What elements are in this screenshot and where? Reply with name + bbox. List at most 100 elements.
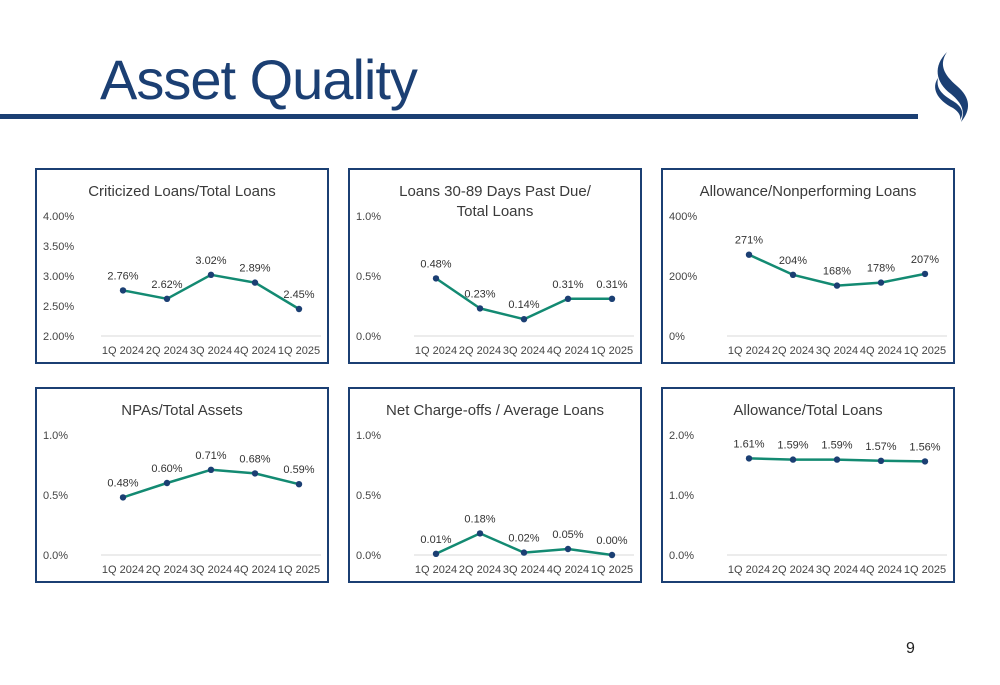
data-point	[295, 305, 303, 313]
chart-title-line: Total Loans	[457, 203, 534, 220]
data-point	[789, 271, 797, 278]
data-label: 2.76%	[107, 270, 138, 282]
data-point	[432, 275, 440, 282]
x-tick-label: 1Q 2025	[278, 345, 320, 357]
data-label: 178%	[867, 263, 895, 275]
data-label: 3.02%	[195, 255, 226, 267]
data-label: 207%	[911, 254, 939, 266]
line-chart: Allowance/Total Loans 0.0% 1.0% 2.0% 1Q 2024…	[669, 402, 947, 576]
y-tick-label: 0.5%	[356, 490, 381, 502]
line-chart: Criticized Loans/Total Loans 2.00% 2.50% 3.…	[43, 183, 321, 357]
chart-panel: Allowance/Nonperforming Loans 0% 200% 400% 1…	[661, 168, 955, 364]
y-tick-label: 400%	[669, 211, 697, 223]
y-tick-label: 2.0%	[669, 430, 694, 442]
data-point	[608, 551, 616, 559]
data-point	[833, 282, 841, 289]
data-point	[295, 481, 303, 488]
y-tick-label: 0.0%	[669, 550, 694, 562]
data-point	[163, 479, 171, 487]
chart-title: Criticized Loans/Total Loans	[88, 183, 276, 200]
data-point	[789, 456, 797, 463]
x-tick-label: 1Q 2025	[278, 564, 320, 576]
data-label: 168%	[823, 266, 851, 278]
y-tick-label: 2.50%	[43, 301, 74, 313]
data-label: 271%	[735, 235, 763, 247]
y-tick-label: 1.0%	[43, 430, 68, 442]
x-tick-label: 1Q 2025	[591, 345, 633, 357]
data-label: 204%	[779, 255, 807, 267]
chart-title: Allowance/Nonperforming Loans	[700, 183, 917, 200]
y-tick-label: 0.5%	[356, 271, 381, 283]
line-chart: NPAs/Total Assets 0.0% 0.5% 1.0% 1Q 2024 2Q 2…	[43, 402, 321, 576]
chart-panel: Criticized Loans/Total Loans 2.00% 2.50% 3.…	[35, 168, 329, 364]
data-label: 0.31%	[552, 279, 583, 291]
y-tick-label: 4.00%	[43, 211, 74, 223]
x-tick-label: 1Q 2024	[415, 564, 457, 576]
x-tick-label: 2Q 2024	[772, 564, 814, 576]
data-label: 0.71%	[195, 450, 226, 462]
y-tick-label: 1.0%	[669, 490, 694, 502]
data-point	[745, 455, 753, 462]
x-tick-label: 2Q 2024	[146, 564, 188, 576]
x-tick-label: 2Q 2024	[146, 345, 188, 357]
data-label: 0.14%	[508, 299, 539, 311]
y-tick-label: 0.0%	[43, 550, 68, 562]
x-tick-label: 3Q 2024	[503, 564, 545, 576]
data-label: 0.31%	[596, 279, 627, 291]
data-point	[520, 316, 528, 323]
page-title: Asset Quality	[100, 48, 418, 111]
data-point	[163, 295, 171, 302]
data-label: 1.56%	[909, 441, 940, 453]
x-tick-label: 1Q 2024	[728, 564, 770, 576]
chart-panel: Loans 30-89 Days Past Due/Total Loans 0.0…	[348, 168, 642, 364]
data-label: 0.68%	[239, 453, 270, 465]
data-label: 0.48%	[420, 258, 451, 270]
line-chart: Loans 30-89 Days Past Due/Total Loans 0.0…	[356, 183, 634, 357]
x-tick-label: 4Q 2024	[234, 345, 276, 357]
data-label: 0.01%	[420, 534, 451, 546]
x-tick-label: 3Q 2024	[816, 564, 858, 576]
x-tick-label: 4Q 2024	[234, 564, 276, 576]
y-tick-label: 3.00%	[43, 271, 74, 283]
x-tick-label: 1Q 2024	[102, 345, 144, 357]
y-tick-label: 0.0%	[356, 331, 381, 343]
chart-panel: Allowance/Total Loans 0.0% 1.0% 2.0% 1Q 2024…	[661, 387, 955, 583]
data-label: 0.60%	[151, 463, 182, 475]
line-chart: Allowance/Nonperforming Loans 0% 200% 400% 1…	[669, 183, 947, 357]
x-tick-label: 1Q 2025	[904, 564, 946, 576]
x-tick-label: 1Q 2024	[102, 564, 144, 576]
data-point	[921, 458, 929, 465]
data-point	[476, 305, 484, 312]
chart-title: Loans 30-89 Days Past Due/Total Loans	[399, 183, 592, 220]
data-label: 2.45%	[283, 289, 314, 301]
data-point	[251, 470, 259, 477]
data-point	[432, 550, 440, 557]
data-label: 0.59%	[283, 464, 314, 476]
data-point	[251, 279, 259, 286]
series-line	[122, 273, 300, 311]
y-tick-label: 1.0%	[356, 430, 381, 442]
x-tick-label: 3Q 2024	[503, 345, 545, 357]
y-tick-label: 3.50%	[43, 241, 74, 253]
data-label: 0.02%	[508, 533, 539, 545]
chart-title: Net Charge-offs / Average Loans	[386, 402, 604, 419]
data-label: 2.62%	[151, 279, 182, 291]
chart-title: NPAs/Total Assets	[121, 402, 242, 419]
data-point	[877, 457, 885, 464]
chart-panel: NPAs/Total Assets 0.0% 0.5% 1.0% 1Q 2024 2Q 2…	[35, 387, 329, 583]
x-tick-label: 1Q 2025	[904, 345, 946, 357]
data-label: 0.18%	[464, 513, 495, 525]
x-tick-label: 2Q 2024	[459, 345, 501, 357]
x-tick-label: 4Q 2024	[860, 564, 902, 576]
data-point	[207, 271, 215, 278]
data-label: 1.59%	[821, 440, 852, 452]
data-point	[119, 287, 127, 294]
data-label: 1.59%	[777, 440, 808, 452]
y-tick-label: 0.5%	[43, 490, 68, 502]
data-point	[476, 530, 484, 537]
data-label: 1.57%	[865, 441, 896, 453]
data-label: 0.00%	[596, 535, 627, 547]
data-label: 2.89%	[239, 263, 270, 275]
page-number: 9	[906, 640, 915, 657]
x-tick-label: 1Q 2024	[415, 345, 457, 357]
